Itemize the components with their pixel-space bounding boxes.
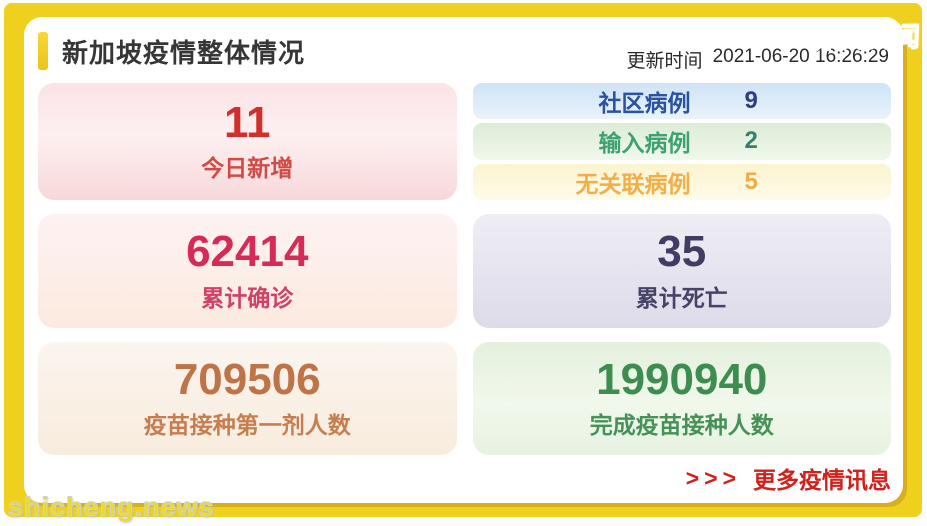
case-row-label: 社区病例 [598, 90, 691, 117]
case-row-value: 2 [744, 127, 758, 155]
stat-card-total-deaths: 35 累计死亡 [472, 214, 891, 328]
case-type-rows: 社区病例 9 输入病例 2 无关联病例 5 [472, 83, 891, 200]
triple-chevron-icon: >>> [685, 464, 741, 491]
case-row-community: 社区病例 9 [472, 83, 891, 120]
case-row-unlinked: 无关联病例 5 [472, 163, 891, 200]
page-title: 新加坡疫情整体情况 [62, 37, 306, 68]
more-info-link[interactable]: >>> 更多疫情讯息 [686, 461, 891, 495]
first-dose-label: 疫苗接种第一剂人数 [143, 412, 351, 439]
case-row-label: 无关联病例 [575, 170, 691, 197]
total-deaths-label: 累计死亡 [635, 284, 728, 311]
site-watermark: shicheng.news [8, 492, 215, 523]
page-header: 新加坡疫情整体情况 [38, 32, 305, 70]
stat-card-today-new: 11 今日新增 [38, 83, 457, 200]
case-row-imported: 输入病例 2 [472, 123, 891, 160]
stats-grid: 11 今日新增 社区病例 9 输入病例 2 无关联病例 5 62414 [38, 83, 891, 455]
case-row-value: 9 [744, 87, 758, 115]
fully-vaccinated-value: 1990940 [596, 354, 768, 404]
update-time-value: 2021-06-20 16:26:29 [712, 46, 889, 67]
stat-card-total-confirmed: 62414 累计确诊 [38, 214, 457, 328]
today-new-value: 11 [223, 97, 271, 147]
total-confirmed-label: 累计确诊 [201, 284, 294, 311]
first-dose-value: 709506 [173, 354, 321, 404]
title-accent-bar [38, 32, 48, 70]
today-new-label: 今日新增 [201, 155, 294, 182]
fully-vaccinated-label: 完成疫苗接种人数 [589, 412, 774, 439]
total-deaths-value: 35 [657, 227, 707, 277]
yellow-frame: 新加坡疫情整体情况 更新时间 2021-06-20 16:26:29 11 今日… [4, 3, 922, 517]
stat-card-fully-vaccinated: 1990940 完成疫苗接种人数 [472, 342, 891, 455]
site-logo: 狮城新闻 [808, 21, 922, 54]
case-row-label: 输入病例 [598, 130, 691, 157]
update-time-label: 更新时间 [626, 51, 703, 72]
stat-card-first-dose: 709506 疫苗接种第一剂人数 [38, 342, 457, 455]
update-time: 更新时间 2021-06-20 16:26:29 [627, 46, 889, 73]
more-info-label: 更多疫情讯息 [753, 467, 891, 493]
total-confirmed-value: 62414 [186, 227, 309, 277]
dashboard-panel: 新加坡疫情整体情况 更新时间 2021-06-20 16:26:29 11 今日… [24, 17, 903, 503]
case-row-value: 5 [744, 167, 758, 195]
